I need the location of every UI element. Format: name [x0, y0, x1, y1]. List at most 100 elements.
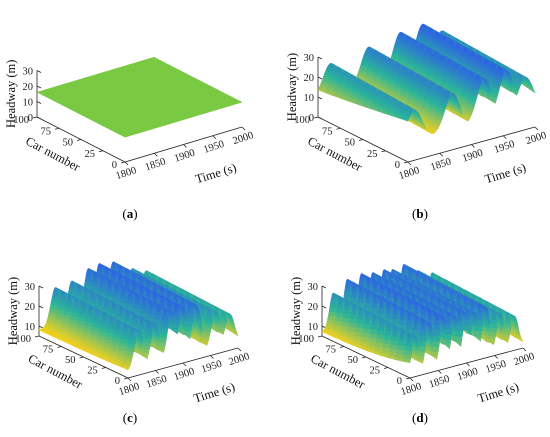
time-tick	[409, 377, 414, 382]
time-tick	[437, 370, 442, 374]
headway-tick-label: 10	[25, 322, 36, 333]
headway-axis-label: Headway (m)	[4, 60, 18, 128]
car-tick-label: 25	[87, 366, 98, 377]
headway-tick-label: 20	[308, 302, 319, 313]
car-tick-label: 75	[43, 345, 54, 356]
headway-tick-label: 10	[304, 93, 315, 104]
headway-tick	[317, 96, 323, 100]
time-tick	[534, 126, 539, 131]
headway-tick-label: 0	[28, 113, 33, 124]
headway-tick-label: 30	[304, 53, 315, 64]
car-tick-label: 0	[112, 160, 117, 171]
time-axis-label: Time (s)	[483, 161, 528, 187]
headway-tick-label: 30	[23, 67, 34, 78]
panel-d: 1800 1850 1900 1950 20000255075100102030Time…	[289, 263, 536, 406]
car-tick	[405, 377, 411, 380]
time-tick	[153, 152, 158, 157]
car-tick	[101, 367, 106, 369]
time-tick	[494, 355, 499, 359]
car-tick-label: 25	[367, 149, 378, 160]
headway-tick	[321, 285, 327, 289]
headway-surface	[36, 56, 243, 138]
time-tick	[522, 347, 527, 352]
time-tick	[407, 161, 412, 166]
time-axis-label: Time (s)	[476, 380, 521, 406]
time-tick-label: 1900	[173, 366, 196, 383]
time-tick-label: 2000	[525, 130, 548, 147]
time-tick-label: 1850	[144, 156, 167, 173]
car-tick	[313, 116, 319, 119]
time-tick-label: 1950	[493, 139, 516, 156]
headway-tick-label: 30	[25, 282, 36, 293]
time-tick	[182, 362, 187, 367]
time-tick-label: 1850	[145, 374, 168, 391]
panel-a: 1800185019001950200002550751000102030Tim…	[4, 56, 255, 187]
car-axis-label: Car number	[305, 134, 365, 175]
headway-axis-label: Headway (m)	[285, 53, 299, 121]
surface-patch	[370, 307, 380, 314]
time-tick-label: 1850	[428, 374, 451, 391]
time-tick-label: 1900	[173, 148, 196, 165]
car-tick	[57, 346, 62, 348]
car-tick	[361, 356, 367, 359]
headway-tick-label: 10	[23, 98, 34, 109]
time-axis-label: Time (s)	[192, 380, 237, 406]
time-tick	[439, 152, 444, 157]
car-tick-label: 25	[370, 366, 381, 377]
panel-b: 1800185019001950200002550751000102030Tim…	[285, 23, 548, 187]
time-tick	[183, 144, 187, 148]
surface-patch	[350, 296, 359, 303]
headway-tick	[36, 70, 42, 73]
time-tick-label: 1800	[118, 381, 141, 398]
time-tick-label: 2000	[228, 351, 251, 368]
car-tick-label: 0	[397, 376, 402, 387]
headway-tick-label: 20	[304, 73, 315, 84]
time-tick-label: 1900	[456, 366, 479, 383]
time-tick-label: 2000	[513, 351, 536, 368]
time-tick-label: 1950	[200, 359, 223, 376]
time-tick	[241, 126, 246, 131]
car-tick-label: 75	[326, 345, 337, 356]
headway-tick-label: 10	[308, 322, 319, 333]
time-tick	[212, 135, 217, 140]
car-tick	[339, 346, 345, 348]
car-tick	[98, 150, 104, 153]
headway-tick-label: 0	[309, 113, 314, 124]
car-tick	[76, 139, 82, 141]
headway-surface	[317, 23, 536, 135]
headway-tick	[38, 285, 44, 289]
car-tick-label: 100	[13, 115, 29, 126]
car-tick-label: 50	[63, 138, 74, 149]
time-tick	[155, 370, 159, 374]
headway-tick	[36, 116, 42, 120]
time-tick-label: 1950	[484, 359, 507, 376]
car-tick-label: 75	[41, 126, 52, 137]
time-axis-label: Time (s)	[194, 161, 239, 187]
headway-tick	[317, 116, 323, 120]
panel-c: 1800 1850 1900 1950 20000255075100102030Time…	[6, 261, 251, 406]
car-tick	[34, 335, 40, 338]
car-tick	[336, 127, 341, 130]
car-tick-label: 25	[85, 149, 96, 160]
time-tick	[502, 135, 507, 140]
time-tick	[471, 144, 475, 148]
car-tick	[123, 377, 129, 380]
surface-patch	[525, 85, 536, 94]
time-tick-label: 2000	[232, 130, 255, 147]
surface-patch	[170, 323, 180, 330]
car-tick	[32, 116, 38, 119]
headway-tick	[317, 56, 323, 60]
headway-axis-label: Headway (m)	[6, 277, 20, 345]
time-tick-label: 1800	[115, 165, 138, 182]
car-tick	[120, 161, 126, 164]
headway-tick	[36, 85, 42, 89]
car-tick-label: 50	[348, 355, 359, 366]
time-tick-label: 1800	[400, 381, 423, 398]
headway-tick	[36, 101, 42, 104]
headway-tick	[38, 325, 44, 329]
headway-tick	[38, 305, 44, 309]
time-tick-label: 1900	[461, 148, 484, 165]
car-tick-label: 0	[395, 160, 400, 171]
time-tick	[466, 362, 470, 367]
